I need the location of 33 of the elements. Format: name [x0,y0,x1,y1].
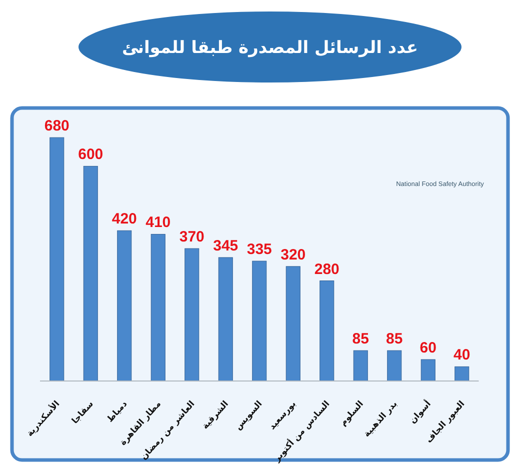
data-label: 600 [78,146,104,164]
bar [117,230,132,382]
x-tick-label: بورسعيد [268,399,298,432]
bar [218,257,233,382]
x-tick-label: الأسكندرية [24,398,62,439]
data-label: 680 [44,118,70,135]
data-label: 85 [386,330,403,348]
bar [454,366,470,382]
bar [50,137,64,382]
data-label: 60 [420,340,436,357]
bar [420,359,436,382]
x-tick-label: سفاجا [70,399,96,426]
chart-title: عدد الرسائل المصدرة طبقا للموانئ [122,38,418,58]
x-tick-label: أسوان [406,398,434,426]
data-label: 410 [146,214,171,232]
bar [150,234,166,382]
bar [83,166,98,382]
bar [320,280,334,382]
data-label: 420 [112,210,137,228]
bar [286,266,300,382]
data-label: 40 [454,346,470,364]
data-label: 370 [179,228,204,246]
data-label: 280 [314,260,340,278]
data-label: 335 [246,241,272,258]
x-tick-label: الشرقية [200,399,231,432]
data-label: 85 [352,330,369,348]
bar [252,260,267,382]
bar [353,350,368,382]
bar [387,350,402,382]
x-tick-label: السويس [234,399,265,432]
bar [184,248,200,382]
data-label: 345 [213,237,238,254]
data-label: 320 [280,246,306,264]
